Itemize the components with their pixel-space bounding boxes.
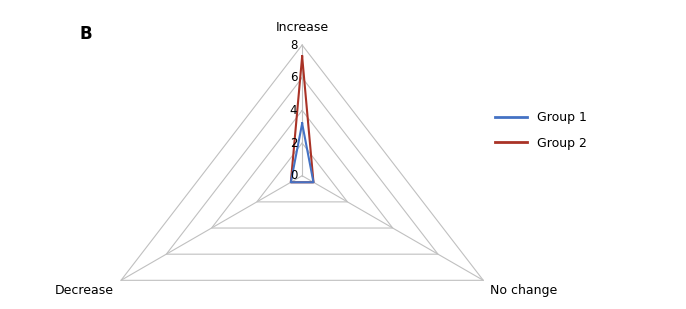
Text: 2: 2 — [289, 137, 297, 150]
Text: 8: 8 — [290, 39, 297, 52]
Text: B: B — [80, 25, 93, 43]
Text: No change: No change — [490, 284, 558, 297]
Text: Decrease: Decrease — [55, 284, 114, 297]
Text: 4: 4 — [289, 104, 297, 117]
Legend: Group 1, Group 2: Group 1, Group 2 — [490, 106, 591, 155]
Text: 6: 6 — [289, 71, 297, 84]
Text: 0: 0 — [290, 169, 297, 182]
Text: Increase: Increase — [276, 21, 329, 34]
